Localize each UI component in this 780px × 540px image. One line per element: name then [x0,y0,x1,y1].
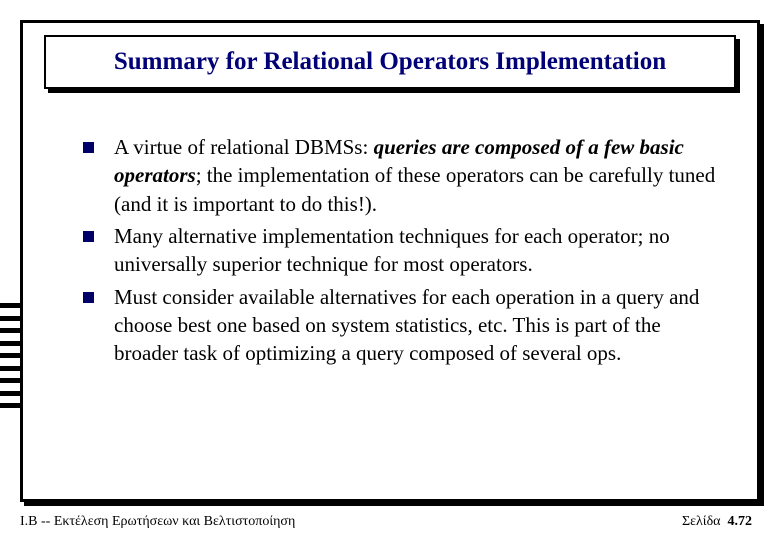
footer-page-number: 4.72 [728,514,753,529]
title-box: Summary for Relational Operators Impleme… [44,35,736,89]
bullet-text: A virtue of relational DBMSs: queries ar… [114,133,723,218]
slide-footer: Ι.Β -- Εκτέλεση Ερωτήσεων και Βελτιστοπο… [20,514,760,530]
bullet-marker-icon [83,292,94,303]
footer-right: Σελίδα 4.72 [682,514,752,530]
bullet-item: A virtue of relational DBMSs: queries ar… [83,133,723,218]
bullet-item: Must consider available alternatives for… [83,283,723,368]
slide-body: Summary for Relational Operators Impleme… [20,20,760,502]
footer-page-label: Σελίδα [682,514,721,529]
bullet-pre: Must consider available alternatives for… [114,285,699,366]
bullet-marker-icon [83,231,94,242]
bullet-text: Must consider available alternatives for… [114,283,723,368]
bullet-marker-icon [83,142,94,153]
bullet-text: Many alternative implementation techniqu… [114,222,723,279]
slide-content: A virtue of relational DBMSs: queries ar… [83,133,723,372]
bullet-post: ; the implementation of these operators … [114,163,715,215]
footer-left: Ι.Β -- Εκτέλεση Ερωτήσεων και Βελτιστοπο… [20,514,295,530]
bullet-pre: Many alternative implementation techniqu… [114,224,670,276]
slide-title: Summary for Relational Operators Impleme… [114,48,666,76]
decorative-stripes [0,303,20,408]
bullet-item: Many alternative implementation techniqu… [83,222,723,279]
bullet-pre: A virtue of relational DBMSs: [114,135,374,159]
